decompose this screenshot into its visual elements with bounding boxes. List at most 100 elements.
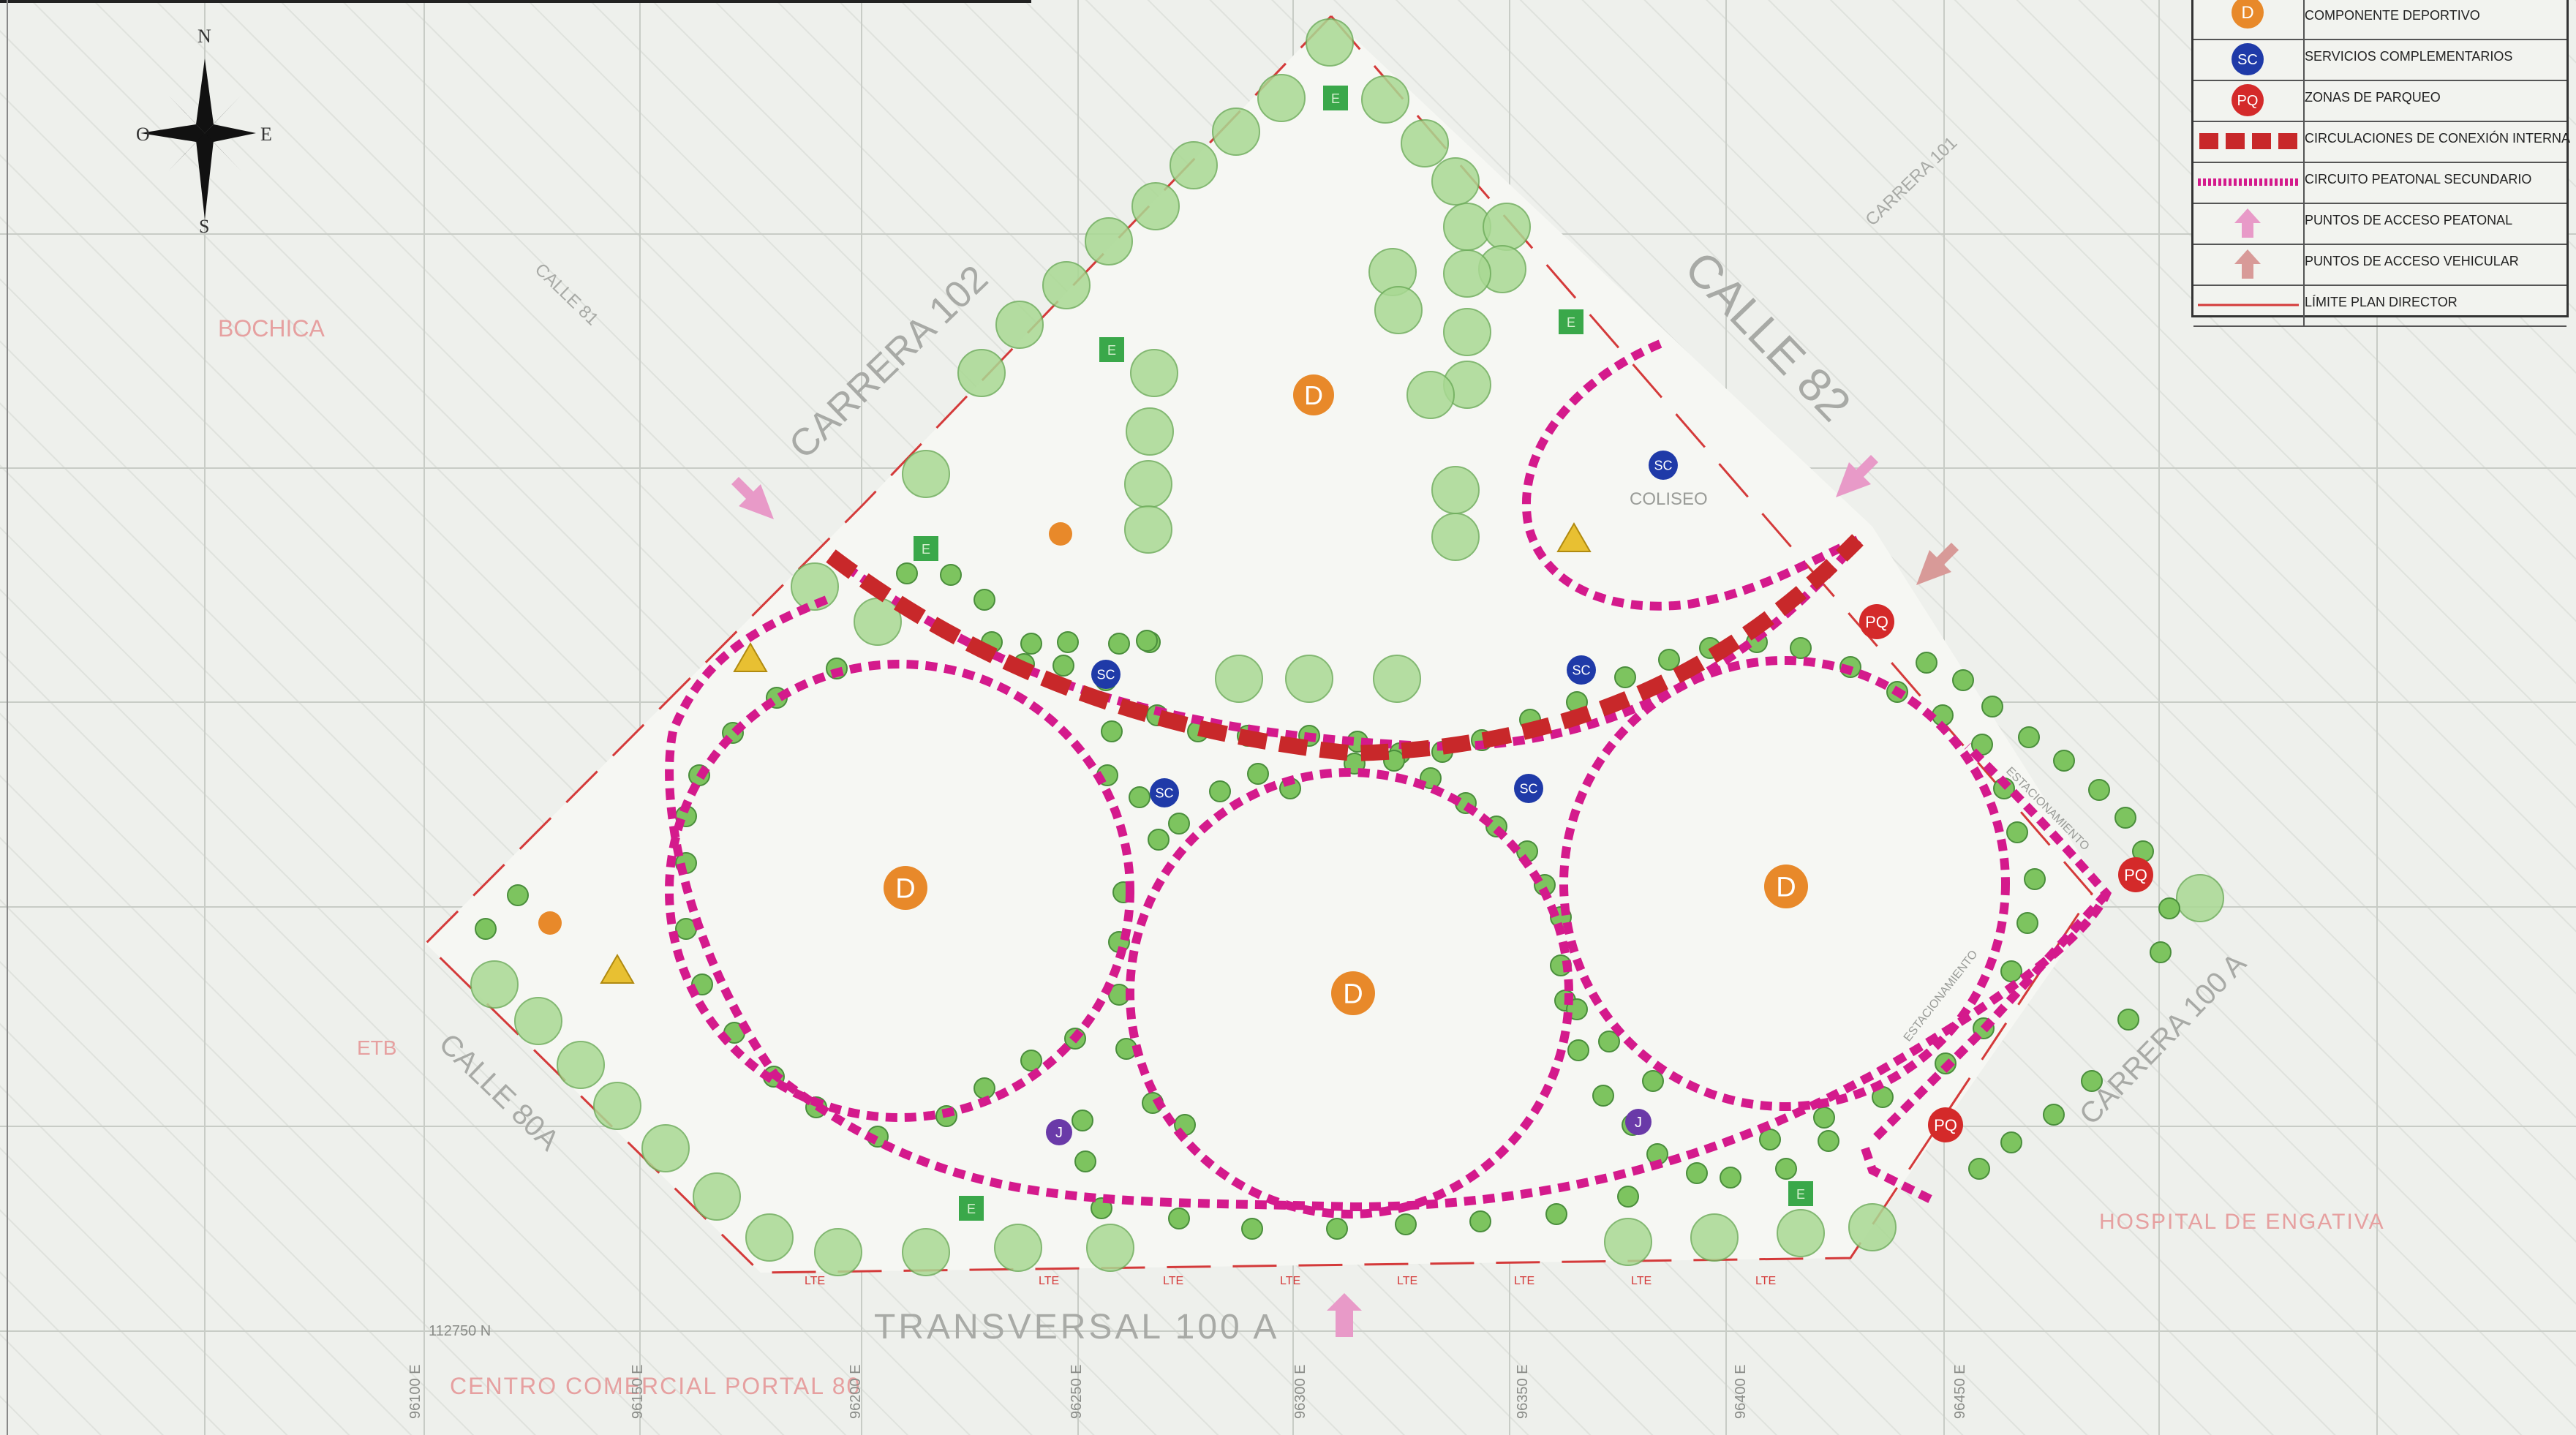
tree-large-icon bbox=[1848, 1203, 1897, 1251]
svg-text:PQ: PQ bbox=[1865, 613, 1888, 631]
compass-s: S bbox=[199, 216, 209, 237]
tree-large-icon bbox=[995, 301, 1044, 349]
tree-large-icon bbox=[814, 1228, 862, 1276]
tree-small-icon bbox=[1168, 1208, 1190, 1229]
tree-small-icon bbox=[2018, 726, 2040, 748]
boundary-lte-label: LTE bbox=[1163, 1275, 1183, 1287]
tree-large-icon bbox=[1124, 460, 1172, 508]
tree-small-icon bbox=[1614, 666, 1636, 688]
svg-text:E: E bbox=[922, 542, 930, 557]
boundary-lte-label: LTE bbox=[1631, 1275, 1652, 1287]
services-circle-icon: SC bbox=[2193, 39, 2305, 80]
svg-text:D: D bbox=[1776, 873, 1796, 903]
tree-small-icon bbox=[1968, 1158, 1990, 1180]
svg-text:SC: SC bbox=[2237, 52, 2258, 68]
tree-large-icon bbox=[1085, 217, 1133, 265]
tree-small-icon bbox=[1101, 720, 1123, 742]
svg-text:D: D bbox=[1343, 979, 1363, 1010]
tree-large-icon bbox=[1086, 1224, 1134, 1272]
tree-small-icon bbox=[1981, 696, 2003, 718]
compass-e: E bbox=[260, 124, 272, 145]
tree-small-icon bbox=[1074, 1150, 1096, 1172]
legend-item: D COMPONENTE DEPORTIVO bbox=[2193, 0, 2566, 40]
tree-small-icon bbox=[1072, 1110, 1093, 1131]
legend-item: PUNTOS DE ACCESO VEHICULAR bbox=[2193, 244, 2566, 286]
svg-text:SC: SC bbox=[1572, 663, 1590, 677]
tree-small-icon bbox=[1916, 652, 1937, 674]
markers-layer: D D D D SC SC SC SC SC PQ PQ PQ J J E E E E E E LTE LTE LTE LTE… bbox=[538, 86, 2153, 1287]
tree-large-icon bbox=[1124, 505, 1172, 554]
compass-rose-icon: N S E O bbox=[136, 26, 272, 237]
svg-text:D: D bbox=[1304, 380, 1323, 410]
coord-easting: 96200 E bbox=[848, 1364, 864, 1419]
tree-small-icon bbox=[1598, 1031, 1620, 1052]
coord-easting: 96400 E bbox=[1733, 1364, 1749, 1419]
tree-large-icon bbox=[1361, 75, 1409, 124]
tree-small-icon bbox=[1813, 1107, 1835, 1129]
tree-large-icon bbox=[1777, 1209, 1825, 1257]
tree-small-icon bbox=[2016, 912, 2038, 934]
boundary-lte-label: LTE bbox=[805, 1275, 825, 1287]
svg-text:SC: SC bbox=[1155, 786, 1173, 800]
legend-label: CIRCUITO PEATONAL SECUNDARIO bbox=[2305, 172, 2532, 187]
services-marker-icon: SC bbox=[1514, 774, 1543, 803]
tree-large-icon bbox=[1374, 286, 1423, 334]
tree-small-icon bbox=[1952, 669, 1974, 691]
place-etb: ETB bbox=[357, 1036, 396, 1059]
place-coliseo: COLISEO bbox=[1630, 489, 1708, 509]
tree-large-icon bbox=[902, 450, 950, 498]
legend-item: CIRCULACIONES DE CONEXIÓN INTERNA bbox=[2193, 121, 2570, 163]
tree-large-icon bbox=[514, 997, 562, 1045]
street-transversal-100a: TRANSVERSAL 100 A bbox=[874, 1308, 1279, 1347]
equipment-marker-icon: E bbox=[1559, 309, 1583, 334]
tree-large-icon bbox=[557, 1041, 605, 1089]
equipment-marker-icon: E bbox=[914, 536, 938, 561]
tree-large-icon bbox=[1443, 308, 1491, 356]
tree-small-icon bbox=[1136, 630, 1158, 652]
place-centro-comercial: CENTRO COMERCIAL PORTAL 80 bbox=[450, 1373, 861, 1399]
tree-small-icon bbox=[475, 918, 497, 940]
svg-text:D: D bbox=[2241, 3, 2253, 23]
tree-small-icon bbox=[1052, 655, 1074, 677]
tree-small-icon bbox=[1686, 1162, 1708, 1184]
legend-label: LÍMITE PLAN DIRECTOR bbox=[2305, 295, 2458, 309]
pink-arrow-icon bbox=[2193, 203, 2305, 244]
parking-circle-icon: PQ bbox=[2193, 80, 2305, 121]
plan-boundary bbox=[423, 15, 2093, 1274]
boundary-lte-label: LTE bbox=[1514, 1275, 1534, 1287]
svg-text:SC: SC bbox=[1519, 781, 1537, 796]
tree-large-icon bbox=[693, 1172, 741, 1221]
tree-large-icon bbox=[902, 1228, 950, 1276]
internal-circulation bbox=[826, 534, 1864, 762]
legend-label: ZONAS DE PARQUEO bbox=[2305, 90, 2441, 105]
pedestrian-access-arrow-icon bbox=[1327, 1293, 1362, 1337]
tree-small-icon bbox=[1395, 1213, 1417, 1235]
tree-large-icon bbox=[854, 598, 902, 646]
juegos-marker-icon: J bbox=[1625, 1109, 1652, 1135]
tree-small-icon bbox=[1545, 1203, 1567, 1225]
equipment-marker-icon: E bbox=[959, 1196, 984, 1221]
tree-large-icon bbox=[1131, 182, 1180, 230]
tree-small-icon bbox=[2043, 1104, 2065, 1126]
sport-marker-icon: D bbox=[1764, 865, 1808, 908]
pedestrian-circuit bbox=[665, 339, 2112, 1219]
tree-small-icon bbox=[1247, 763, 1269, 785]
park-area bbox=[426, 16, 2105, 1273]
tree-large-icon bbox=[1257, 74, 1306, 122]
svg-text:SC: SC bbox=[1654, 458, 1672, 472]
sport-marker-icon: D bbox=[1293, 374, 1334, 415]
tree-small-icon bbox=[2158, 897, 2180, 919]
tree-small-icon bbox=[1057, 631, 1079, 653]
place-bochica: BOCHICA bbox=[218, 315, 325, 342]
svg-text:J: J bbox=[1055, 1125, 1063, 1141]
tree-small-icon bbox=[2053, 750, 2075, 772]
tree-small-icon bbox=[1790, 637, 1812, 659]
tree-small-icon bbox=[2081, 1070, 2103, 1092]
services-marker-icon: SC bbox=[1567, 655, 1596, 685]
coord-eastings: 96100 E 96150 E 96200 E 96250 E 96300 E 96350… bbox=[407, 1364, 1968, 1419]
juegos-marker-icon: J bbox=[1046, 1119, 1072, 1145]
tree-small-icon bbox=[1720, 1167, 1741, 1189]
svg-text:SC: SC bbox=[1096, 667, 1115, 682]
tree-large-icon bbox=[1285, 655, 1333, 703]
coord-easting: 96300 E bbox=[1292, 1364, 1308, 1419]
